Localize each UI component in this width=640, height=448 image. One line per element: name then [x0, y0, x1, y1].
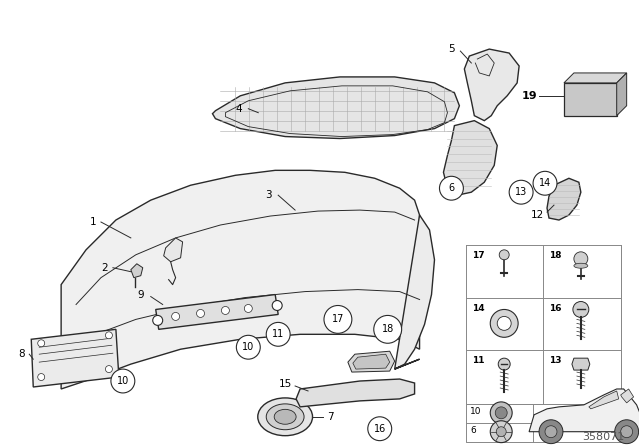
Text: 18: 18 [381, 324, 394, 334]
Polygon shape [444, 121, 497, 195]
Circle shape [498, 358, 510, 370]
Polygon shape [131, 264, 143, 278]
Circle shape [499, 250, 509, 260]
Text: 7: 7 [326, 412, 333, 422]
Circle shape [374, 315, 402, 343]
Circle shape [196, 310, 205, 318]
Circle shape [490, 310, 518, 337]
Text: 14: 14 [539, 178, 551, 188]
Text: 11: 11 [472, 356, 485, 365]
Polygon shape [348, 351, 395, 372]
Text: 10: 10 [116, 376, 129, 386]
Circle shape [574, 252, 588, 266]
Circle shape [272, 301, 282, 310]
Ellipse shape [574, 263, 588, 268]
Polygon shape [621, 389, 634, 403]
Circle shape [573, 302, 589, 318]
Circle shape [38, 374, 45, 380]
Circle shape [153, 315, 163, 325]
Polygon shape [31, 329, 119, 387]
Text: 9: 9 [138, 289, 144, 300]
Text: 18: 18 [549, 251, 561, 260]
Polygon shape [353, 354, 390, 369]
Circle shape [106, 366, 113, 373]
Circle shape [497, 316, 511, 330]
Circle shape [539, 420, 563, 444]
Polygon shape [395, 215, 435, 369]
Text: 19: 19 [522, 91, 537, 101]
Polygon shape [465, 49, 519, 121]
Text: 10: 10 [470, 407, 482, 416]
Circle shape [496, 427, 506, 437]
Text: 12: 12 [531, 210, 543, 220]
Text: 16: 16 [549, 303, 561, 313]
Circle shape [111, 369, 135, 393]
Text: 11: 11 [272, 329, 284, 339]
Polygon shape [547, 178, 581, 220]
Circle shape [266, 323, 290, 346]
Circle shape [236, 335, 260, 359]
Text: 4: 4 [235, 104, 242, 114]
Polygon shape [156, 294, 278, 329]
Text: 1: 1 [90, 217, 96, 227]
Text: 14: 14 [472, 303, 485, 313]
Polygon shape [212, 77, 460, 138]
Circle shape [38, 340, 45, 347]
Circle shape [106, 332, 113, 339]
Polygon shape [572, 358, 590, 370]
Circle shape [172, 312, 180, 320]
Circle shape [614, 420, 639, 444]
Text: 15: 15 [278, 379, 292, 389]
Circle shape [533, 171, 557, 195]
Text: 358071: 358071 [582, 431, 625, 442]
Polygon shape [617, 73, 627, 116]
Polygon shape [296, 379, 415, 407]
Text: 6: 6 [449, 183, 454, 193]
Circle shape [440, 177, 463, 200]
Polygon shape [589, 391, 619, 409]
Ellipse shape [258, 398, 312, 435]
Circle shape [244, 305, 252, 312]
Circle shape [221, 306, 229, 314]
Circle shape [509, 180, 533, 204]
Circle shape [621, 426, 632, 438]
Circle shape [495, 407, 507, 419]
Text: 17: 17 [332, 314, 344, 324]
Text: 6: 6 [470, 426, 476, 435]
Ellipse shape [274, 409, 296, 424]
Text: 10: 10 [242, 342, 255, 352]
Polygon shape [564, 83, 617, 116]
Polygon shape [529, 389, 640, 432]
Text: 2: 2 [102, 263, 108, 273]
Text: 5: 5 [448, 44, 455, 54]
Ellipse shape [266, 404, 304, 430]
Text: 8: 8 [18, 349, 24, 359]
Polygon shape [61, 170, 420, 389]
Circle shape [324, 306, 352, 333]
Text: 13: 13 [549, 356, 561, 365]
Text: 16: 16 [374, 424, 386, 434]
Text: 17: 17 [472, 251, 485, 260]
Text: 13: 13 [515, 187, 527, 197]
Circle shape [368, 417, 392, 441]
Circle shape [490, 421, 512, 443]
Polygon shape [164, 238, 182, 262]
Circle shape [490, 402, 512, 424]
Circle shape [545, 426, 557, 438]
Text: 3: 3 [265, 190, 271, 200]
Polygon shape [564, 73, 627, 83]
